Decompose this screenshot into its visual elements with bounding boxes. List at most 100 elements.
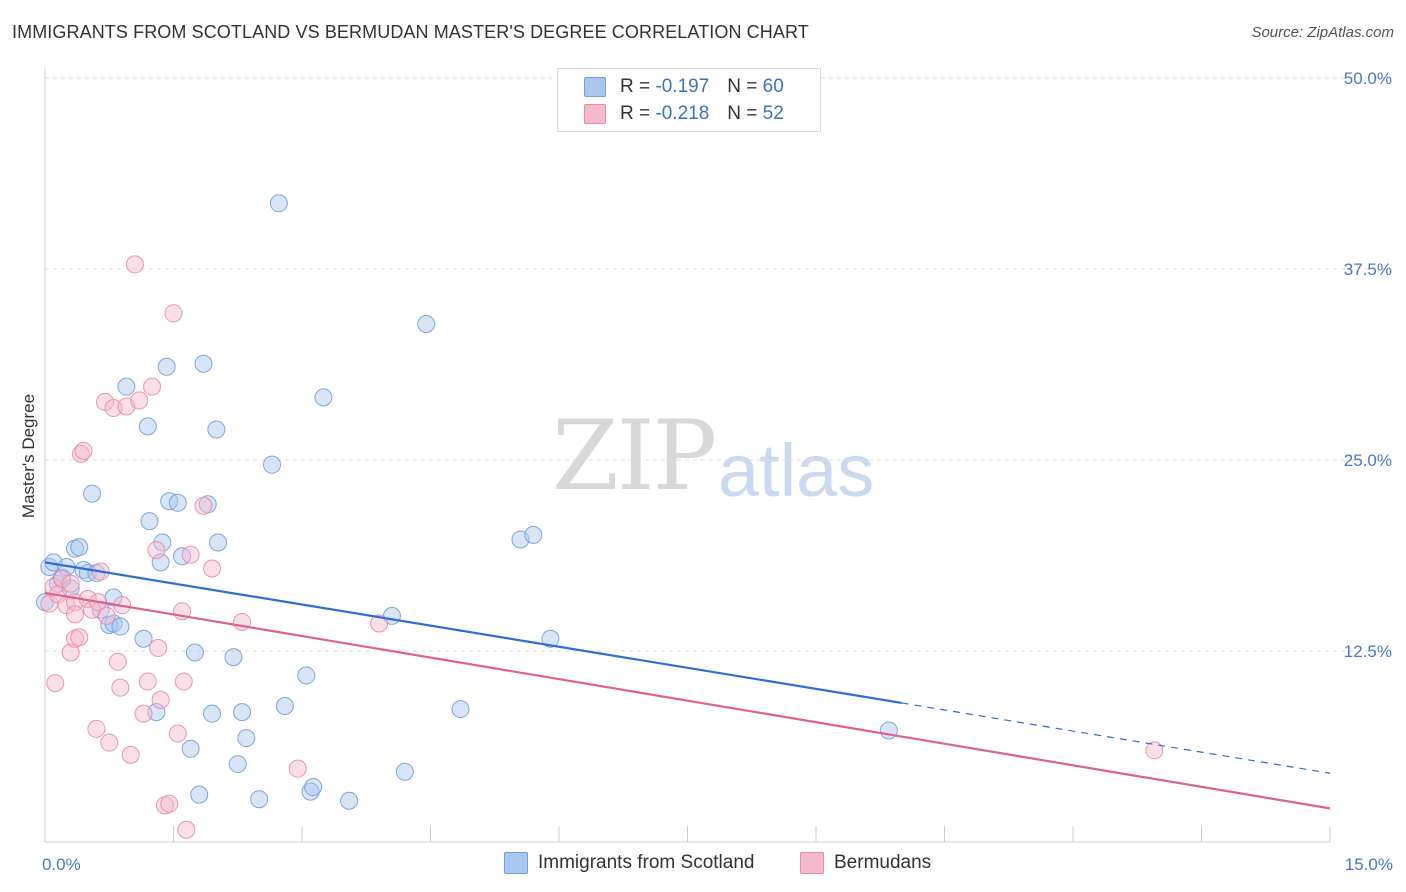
legend-r-value-2: -0.218	[655, 103, 710, 124]
bermudans-point	[168, 724, 187, 743]
scotland-point	[395, 762, 414, 781]
bermudans-point	[65, 605, 84, 624]
scotland-point	[207, 420, 226, 439]
scotland-point	[269, 194, 288, 213]
scotland-point	[151, 553, 170, 572]
y-tick-label: 12.5%	[1344, 642, 1392, 661]
y-tick-label: 25.0%	[1344, 451, 1392, 470]
scotland-point	[157, 357, 176, 376]
scotland-point	[451, 700, 470, 719]
bermudans-point	[181, 545, 200, 564]
scotland-point	[417, 315, 436, 334]
bermudans-point	[87, 719, 106, 738]
bermudans-point	[149, 638, 168, 657]
scotland-point	[541, 629, 560, 648]
legend-n-value-2: 52	[762, 103, 784, 124]
scotland-point	[190, 785, 209, 804]
scotland-trend-line	[44, 561, 902, 705]
scotland-point	[147, 703, 166, 722]
stats-legend: R = -0.197 N = 60 R = -0.218 N = 52	[557, 68, 821, 132]
bermudans-point	[121, 745, 140, 764]
bermudans-point	[160, 794, 179, 813]
bermudans-point	[138, 672, 157, 691]
bermudans-point	[151, 690, 170, 709]
scotland-point	[134, 629, 153, 648]
scotland-point	[314, 388, 333, 407]
x-tick-label: 15.0%	[1345, 855, 1393, 874]
legend-n-value-1: 60	[762, 76, 784, 97]
bottom-legend-swatch-scotland	[504, 852, 528, 874]
bermudans-point	[61, 643, 80, 662]
bermudans-point	[108, 652, 127, 671]
scotland-point	[237, 729, 256, 748]
bermudans-point	[370, 614, 389, 633]
bermudans-point	[194, 496, 213, 515]
scotland-point	[233, 703, 252, 722]
scotland-point	[111, 617, 130, 636]
watermark-zip: ZIP	[552, 400, 717, 512]
bermudans-point	[53, 570, 72, 589]
scotland-point	[168, 493, 187, 512]
bermudans-point	[143, 377, 162, 396]
bermudans-point	[100, 733, 119, 752]
scotland-point	[228, 755, 247, 774]
bermudans-point	[1145, 741, 1164, 760]
x-tick-label: 0.0%	[42, 855, 81, 874]
source-label: Source: ZipAtlas.com	[1251, 24, 1394, 41]
scotland-point	[194, 354, 213, 373]
legend-n-label-2: N =	[727, 103, 758, 124]
scotland-point	[138, 417, 157, 436]
bottom-legend-bermudans: Bermudans	[800, 852, 931, 874]
bottom-legend-scotland: Immigrants from Scotland	[504, 852, 754, 874]
legend-n-label-1: N =	[727, 76, 758, 97]
scotland-point	[203, 704, 222, 723]
legend-swatch-bermudans	[584, 104, 606, 124]
scotland-point	[209, 533, 228, 552]
bermudans-point	[74, 441, 93, 460]
bermudans-point	[203, 559, 222, 578]
chart-title: IMMIGRANTS FROM SCOTLAND VS BERMUDAN MAS…	[12, 22, 809, 42]
bottom-legend-label-bermudans: Bermudans	[834, 852, 932, 873]
legend-row-bermudans: R = -0.218 N = 52	[558, 101, 784, 127]
bermudans-point	[71, 444, 90, 463]
y-axis-label: Master's Degree	[19, 394, 38, 518]
scotland-point	[83, 484, 102, 503]
y-tick-label: 37.5%	[1344, 260, 1392, 279]
scotland-point	[117, 377, 136, 396]
scotland-point	[185, 643, 204, 662]
scotland-point	[250, 790, 269, 809]
bermudans-point	[177, 820, 196, 839]
bermudans-point	[147, 541, 166, 560]
scotland-point	[224, 648, 243, 667]
legend-r-label-2: R =	[620, 103, 651, 124]
bermudans-point	[174, 672, 193, 691]
scotland-point	[524, 525, 543, 544]
bermudans-point	[130, 391, 149, 410]
scotland-point	[263, 455, 282, 474]
watermark-atlas: atlas	[718, 429, 875, 512]
bermudans-point	[134, 704, 153, 723]
scotland-point	[181, 739, 200, 758]
scotland-point	[70, 538, 89, 557]
bermudans-point	[111, 678, 130, 697]
bermudans-point	[104, 399, 123, 418]
bermudans-point	[70, 628, 89, 647]
legend-r-value-1: -0.197	[655, 76, 710, 97]
scotland-point	[297, 666, 316, 685]
bermudans-point	[97, 606, 116, 625]
scotland-point	[140, 512, 159, 531]
scotland-point	[304, 777, 323, 796]
scotland-point	[275, 697, 294, 716]
bermudans-point	[61, 574, 80, 593]
legend-r-label-1: R =	[620, 76, 651, 97]
bottom-legend-label-scotland: Immigrants from Scotland	[538, 852, 755, 873]
scotland-point	[340, 791, 359, 810]
legend-swatch-scotland	[584, 77, 606, 97]
bermudans-point	[288, 759, 307, 778]
y-tick-label: 50.0%	[1344, 69, 1392, 88]
bermudans-point	[125, 255, 144, 274]
scotland-trend-line-dashed	[901, 702, 1331, 774]
bermudans-point	[164, 304, 183, 323]
bermudans-point	[46, 674, 65, 693]
